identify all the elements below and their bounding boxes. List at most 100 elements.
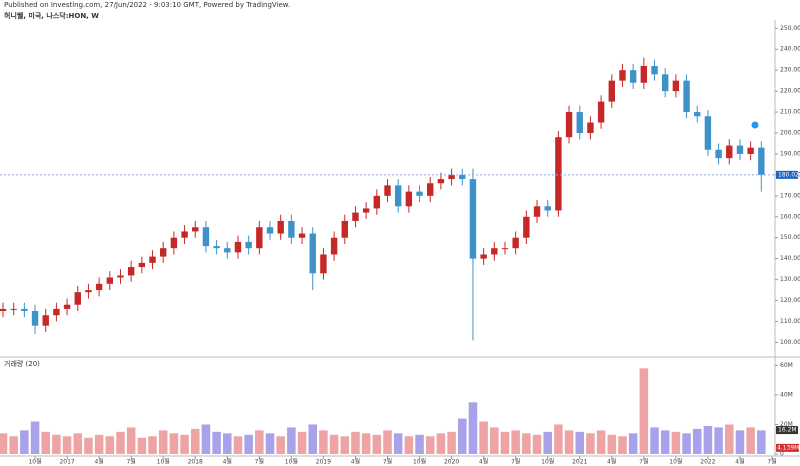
x-tick-label: 7월 <box>383 458 392 466</box>
chart-title: 허니웰, 미국, 나스닥:HON, W <box>4 11 99 20</box>
y-tick-label: 140.00 <box>780 255 800 262</box>
volume-bar <box>447 431 456 454</box>
volume-bar <box>351 431 360 454</box>
x-tick-label: 10월 <box>669 458 682 466</box>
candle-body <box>437 179 445 184</box>
candle-body <box>491 248 498 255</box>
volume-bar <box>308 424 318 454</box>
candle-body <box>192 227 199 232</box>
candle-body <box>85 290 92 293</box>
candle-body <box>459 174 466 180</box>
x-tick-label: 2021 <box>572 459 587 466</box>
volume-bar <box>564 430 574 454</box>
candle-body <box>726 145 733 159</box>
volume-bar <box>735 430 745 454</box>
candle-body <box>394 185 402 207</box>
volume-bar <box>511 430 520 454</box>
volume-bar <box>393 433 403 454</box>
volume-bar <box>73 433 83 454</box>
last-price-box <box>776 170 798 179</box>
candle-body <box>160 248 167 257</box>
volume-bar <box>543 431 552 454</box>
volume-bar <box>319 430 328 454</box>
candle-body <box>747 147 754 154</box>
candle-body <box>53 308 60 316</box>
candle-body <box>256 227 263 249</box>
volume-bar <box>105 436 115 454</box>
volume-bar <box>714 427 723 454</box>
volume-bar <box>671 431 681 454</box>
candle-body <box>683 80 690 113</box>
candle-body <box>362 208 370 213</box>
candle-body <box>448 174 455 180</box>
x-tick-label: 7월 <box>767 458 776 466</box>
volume-bar <box>554 424 563 454</box>
y-tick-label: 200.00 <box>780 130 800 137</box>
candle-body <box>74 292 81 305</box>
candle-body <box>512 237 519 249</box>
volume-bar <box>586 433 595 454</box>
volume-bar <box>20 430 29 454</box>
x-tick-label: 4월 <box>735 458 744 466</box>
candle-body <box>704 116 712 150</box>
volume-bar <box>703 425 713 454</box>
volume-bar <box>255 430 264 454</box>
x-tick-label: 4월 <box>479 458 488 466</box>
volume-bar <box>137 437 147 454</box>
x-tick-label: 10월 <box>285 458 298 466</box>
volume-bar <box>372 434 382 454</box>
candle-body <box>149 256 156 263</box>
volume-bar <box>639 368 649 454</box>
candle-body <box>587 122 594 133</box>
y-tick-label: 160.00 <box>780 213 800 220</box>
volume-bar <box>522 433 531 454</box>
volume-bar <box>30 421 40 454</box>
volume-bar <box>287 427 296 454</box>
x-tick-label: 7월 <box>126 458 135 466</box>
event-marker[interactable] <box>751 121 759 129</box>
volume-bar <box>425 436 435 454</box>
candle-body <box>224 248 231 253</box>
candle-body <box>181 231 188 238</box>
volume-bar <box>62 436 72 454</box>
volume-bar <box>41 431 50 454</box>
candle-body <box>170 237 178 249</box>
candle-body <box>715 149 722 159</box>
volume-bar <box>0 433 8 454</box>
volume-bar <box>757 430 766 454</box>
volume-bar <box>682 433 691 454</box>
candle-body <box>694 112 701 117</box>
y-tick-label: 210.00 <box>780 109 800 116</box>
candle-body <box>309 233 316 274</box>
candle-body <box>266 227 274 234</box>
volume-bar <box>575 431 585 454</box>
x-tick-label: 2019 <box>316 459 331 466</box>
volume-bar <box>265 433 275 454</box>
x-tick-label: 4월 <box>223 458 232 466</box>
candle-body <box>106 277 114 284</box>
volume-bar <box>169 433 179 454</box>
y-tick-label: 220.00 <box>780 88 800 95</box>
candle-body <box>10 308 17 310</box>
y-tick-label: 230.00 <box>780 67 800 74</box>
volume-tick-label: 20M <box>780 421 793 428</box>
volume-bar <box>490 427 499 454</box>
volume-bar <box>94 434 104 454</box>
candle-body <box>341 220 348 238</box>
candle-body <box>42 315 49 326</box>
y-tick-label: 190.00 <box>780 150 800 157</box>
candle-body <box>95 283 103 291</box>
candle-body <box>672 80 680 92</box>
volume-tick-label: 40M <box>780 391 793 398</box>
volume-bar <box>692 428 702 454</box>
volume-bar <box>468 402 478 454</box>
volume-bar <box>233 436 243 454</box>
volume-ma-label: 16.2M <box>778 427 797 434</box>
y-tick-label: 240.00 <box>780 46 800 53</box>
x-tick-label: 2022 <box>700 459 715 466</box>
volume-bar <box>84 437 93 454</box>
volume-bar <box>596 430 606 454</box>
x-tick-label: 2018 <box>188 459 203 466</box>
